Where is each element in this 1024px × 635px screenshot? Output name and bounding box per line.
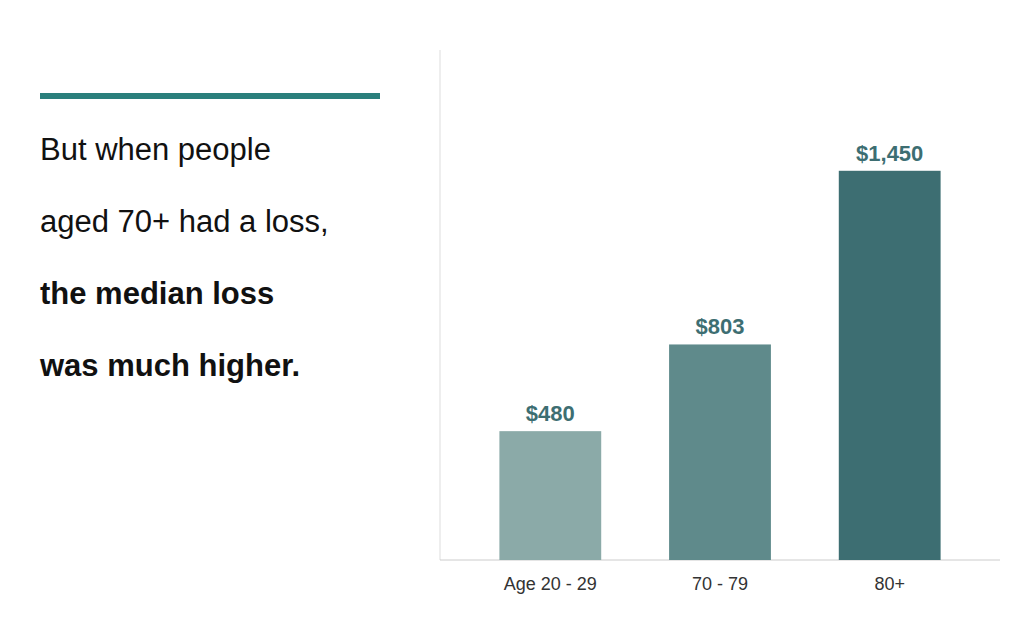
x-tick-label: Age 20 - 29	[504, 574, 597, 594]
accent-line	[40, 93, 380, 99]
annotation: aged 70+ had a loss,	[40, 204, 329, 239]
x-tick-label: 80+	[874, 574, 905, 594]
annotation: But when people	[40, 132, 271, 167]
data-label: $1,450	[856, 141, 923, 166]
x-tick-label: 70 - 79	[692, 574, 748, 594]
y-axis-line	[440, 50, 441, 560]
chart-container: But when people aged 70+ had a loss, the m…	[0, 0, 1024, 635]
bar	[499, 431, 601, 560]
bar	[669, 344, 771, 560]
annotation: was much higher.	[39, 348, 300, 383]
data-label: $803	[696, 314, 745, 339]
chart-svg: But when people aged 70+ had a loss, the m…	[0, 0, 1024, 635]
bar	[839, 171, 941, 560]
annotation: the median loss	[40, 276, 274, 311]
bars	[499, 171, 940, 560]
data-label: $480	[526, 401, 575, 426]
